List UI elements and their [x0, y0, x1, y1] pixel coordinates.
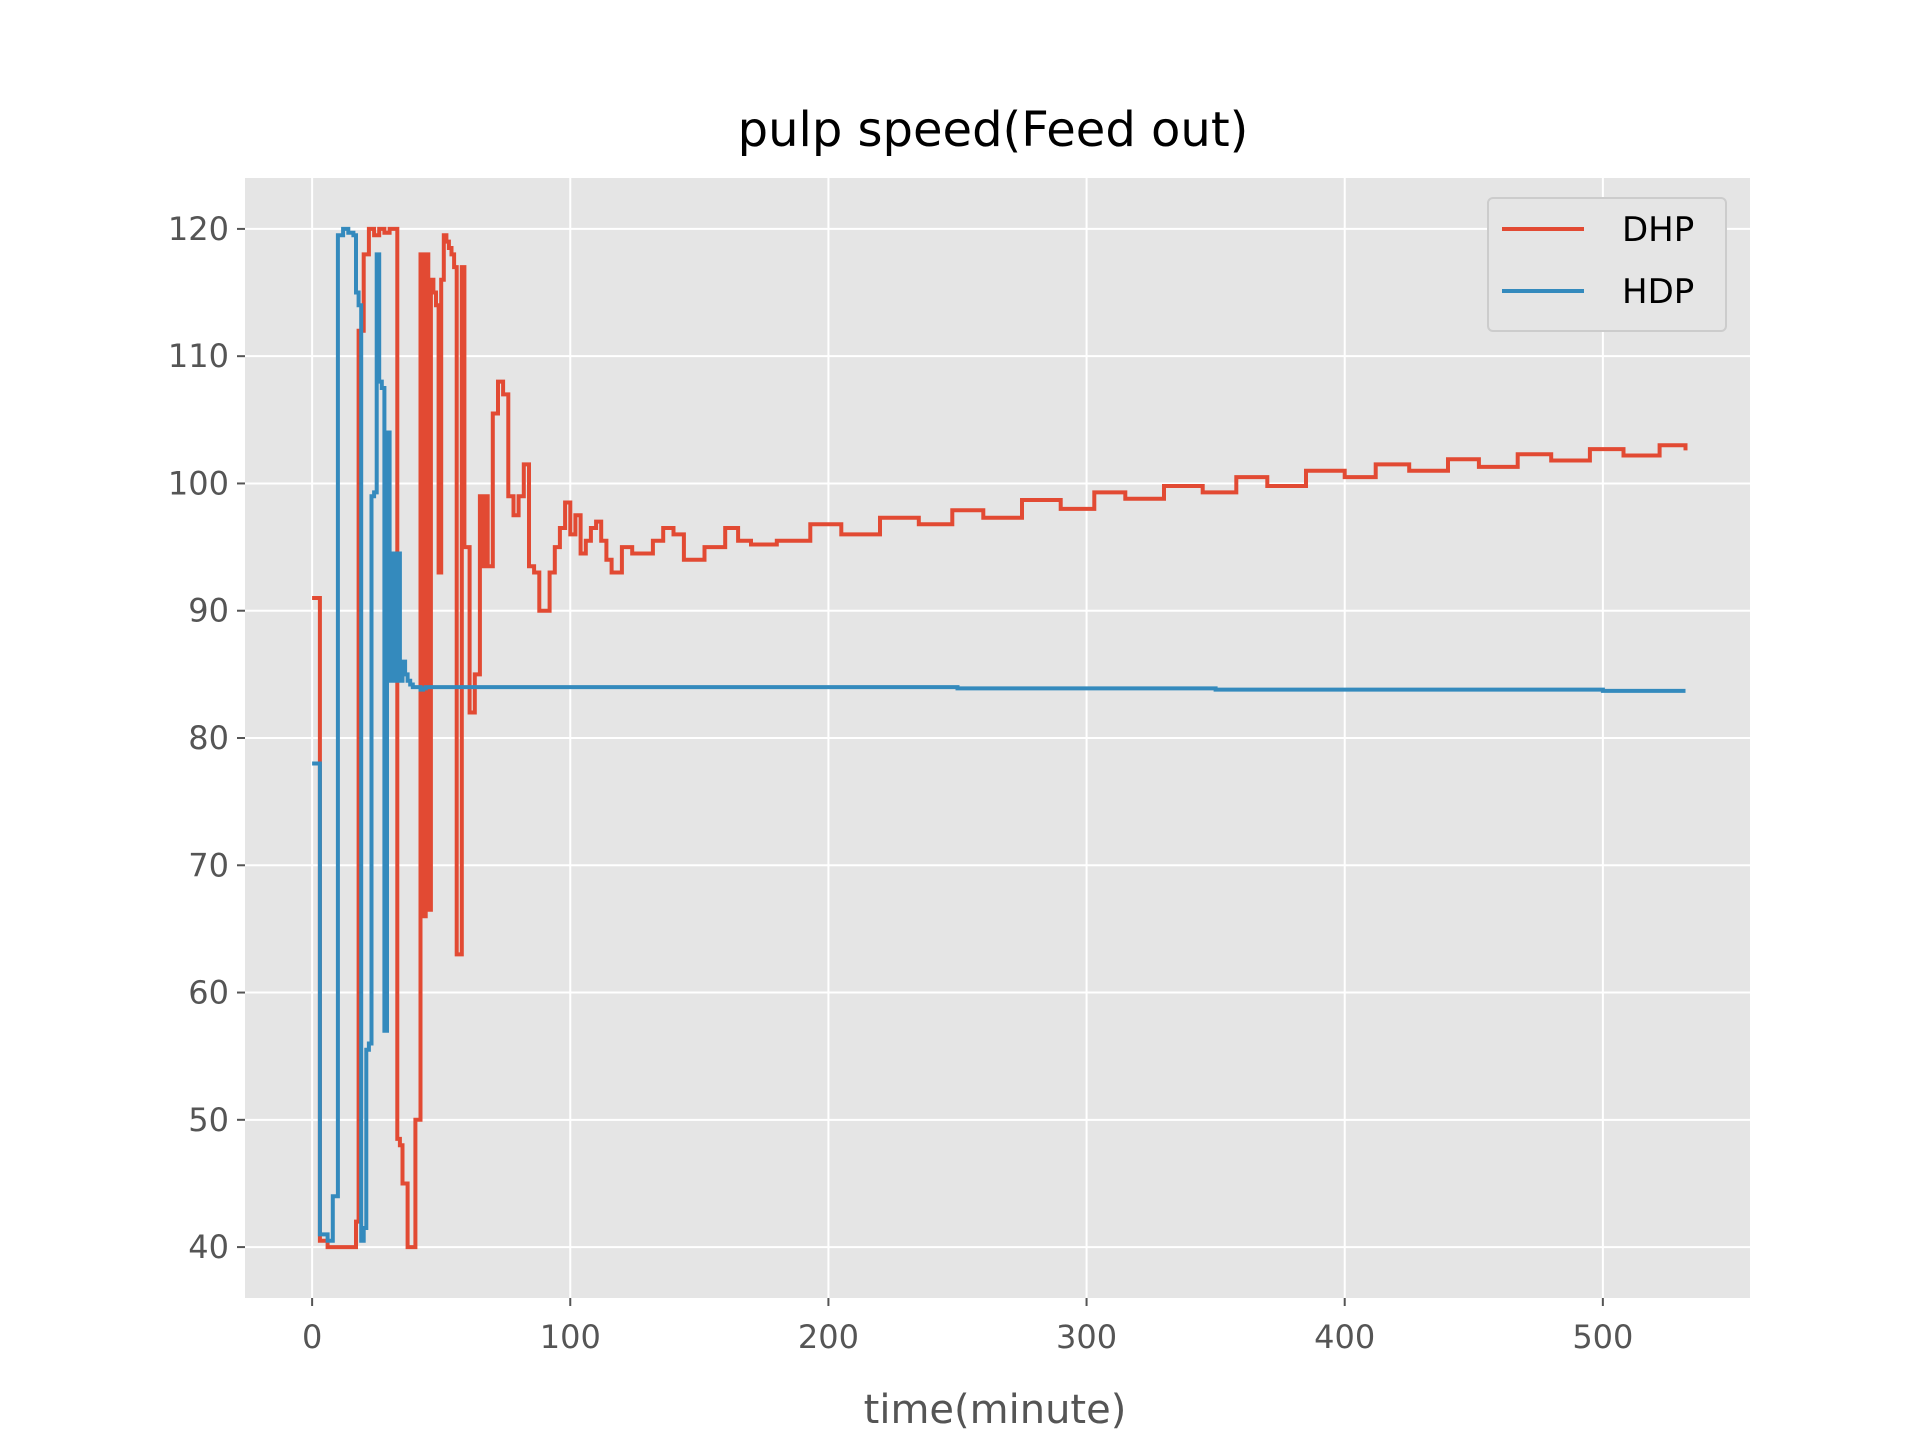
x-axis-label: time(minute) [864, 1387, 1127, 1433]
x-tick-label: 200 [798, 1318, 859, 1356]
y-tick-label: 60 [188, 974, 229, 1012]
y-tick-label: 70 [188, 846, 229, 884]
series-lines [312, 226, 1688, 1250]
x-tick-label: 100 [540, 1318, 601, 1356]
y-tick-label: 90 [188, 592, 229, 630]
y-tick-label: 50 [188, 1101, 229, 1139]
series-line-hdp [312, 226, 1686, 1243]
axis-ticks: 0 100 200 300 400 500 40 50 60 70 80 90 100 110 120 [168, 210, 1633, 1356]
x-tick-label: 0 [302, 1318, 322, 1356]
chart-title: pulp speed(Feed out) [738, 102, 1249, 158]
grid-lines [245, 178, 1750, 1298]
legend-label-dhp: DHP [1622, 210, 1694, 250]
x-tick-label: 400 [1314, 1318, 1375, 1356]
y-tick-label: 120 [168, 210, 229, 248]
y-tick-label: 40 [188, 1228, 229, 1266]
x-tick-label: 300 [1056, 1318, 1117, 1356]
y-tick-label: 80 [188, 719, 229, 757]
legend-box [1487, 197, 1727, 332]
x-tick-label: 500 [1572, 1318, 1633, 1356]
y-tick-label: 110 [168, 337, 229, 375]
series-line-dhp [312, 226, 1688, 1250]
legend: DHP HDP [1487, 197, 1727, 332]
y-tick-label: 100 [168, 464, 229, 502]
legend-label-hdp: HDP [1622, 272, 1694, 312]
